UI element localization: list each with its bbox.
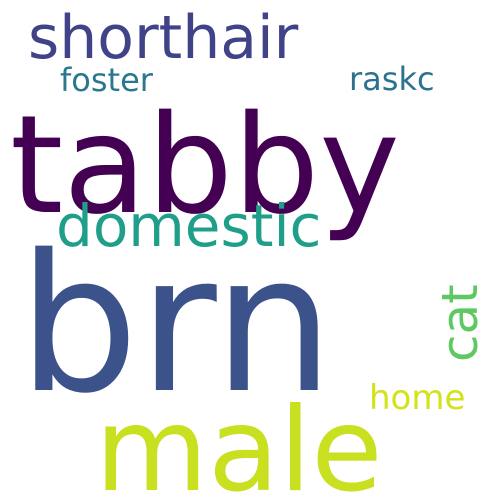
word-brn: brn [18,214,334,435]
word-shorthair: shorthair [28,3,299,73]
word-home: home [369,378,465,418]
word-domestic: domestic [56,192,321,260]
word-male: male [95,383,383,500]
word-foster: foster [60,61,154,99]
word-raskc: raskc [349,60,435,98]
word-cat: cat [431,284,489,362]
word-tabby: tabby [10,87,400,245]
